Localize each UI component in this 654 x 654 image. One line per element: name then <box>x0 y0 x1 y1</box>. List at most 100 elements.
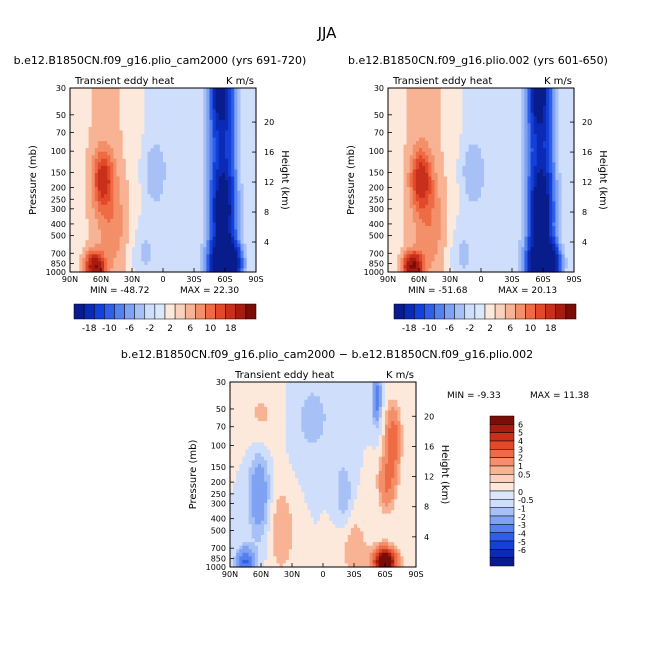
x-tick-label: 30S <box>186 275 201 284</box>
heatmap-cell <box>240 105 245 110</box>
heatmap-cell <box>85 194 90 199</box>
heatmap-cell <box>150 158 155 163</box>
heatmap-cell <box>181 233 186 238</box>
heatmap-cell <box>125 158 130 163</box>
heatmap-cell <box>243 264 248 270</box>
heatmap-cell <box>150 144 155 149</box>
heatmap-cell <box>200 123 204 128</box>
heatmap-cell <box>128 172 133 178</box>
heatmap-cell <box>471 151 476 156</box>
heatmap-cell <box>474 261 479 266</box>
heatmap-cell <box>163 229 167 234</box>
heatmap-cell <box>144 257 149 262</box>
heatmap-cell <box>215 257 220 262</box>
heatmap-cell <box>135 162 139 167</box>
heatmap-cell <box>187 98 192 103</box>
heatmap-cell <box>91 155 96 160</box>
heatmap-cell <box>159 218 164 224</box>
heatmap-cell <box>246 95 251 100</box>
heatmap-cell <box>156 247 161 252</box>
heatmap-cell <box>178 215 183 220</box>
heatmap-cell <box>394 268 398 273</box>
heatmap-cell <box>246 264 251 270</box>
heatmap-cell <box>107 201 111 206</box>
heatmap-cell <box>141 257 145 262</box>
heatmap-cell <box>419 98 423 103</box>
heatmap-cell <box>132 229 136 234</box>
heatmap-cell <box>88 88 93 93</box>
heatmap-cell <box>474 98 479 103</box>
heatmap-cell <box>456 268 460 273</box>
heatmap-cell <box>471 261 476 266</box>
heatmap-cell <box>456 88 460 93</box>
heatmap-cell <box>212 141 217 146</box>
heatmap-cell <box>252 257 257 262</box>
heatmap-cell <box>406 126 411 132</box>
heatmap-cell <box>128 247 133 252</box>
heatmap-cell <box>147 88 152 93</box>
heatmap-cell <box>73 158 77 163</box>
heatmap-cell <box>187 165 192 170</box>
heatmap-cell <box>119 197 124 202</box>
y-tick-label: 50 <box>56 111 66 120</box>
heatmap-cell <box>144 158 149 163</box>
heatmap-cell <box>477 151 482 156</box>
heatmap-cell <box>493 144 498 149</box>
heatmap-cell <box>450 254 454 259</box>
heatmap-cell <box>446 250 451 255</box>
heatmap-cell <box>431 194 436 199</box>
heatmap-cell <box>166 141 170 146</box>
heatmap-cell <box>468 197 473 202</box>
heatmap-cell <box>156 268 161 273</box>
heatmap-cell <box>70 194 74 199</box>
heatmap-cell <box>450 187 454 192</box>
heatmap-cell <box>190 268 195 273</box>
heatmap-cell <box>425 109 429 114</box>
heatmap-cell <box>487 204 491 209</box>
heatmap-cell <box>187 204 192 209</box>
heatmap-cell <box>462 240 467 245</box>
heatmap-cell <box>252 268 257 273</box>
heatmap-cell <box>471 102 476 107</box>
heatmap-cell <box>487 254 491 259</box>
heatmap-cell <box>76 151 80 156</box>
heatmap-cell <box>101 155 105 160</box>
heatmap-cell <box>94 88 99 93</box>
heatmap-cell <box>215 134 220 139</box>
heatmap-cell <box>440 112 445 117</box>
heatmap-cell <box>243 190 248 195</box>
heatmap-cell <box>412 208 417 213</box>
heatmap-cell <box>431 201 436 206</box>
heatmap-cell <box>187 102 192 107</box>
heatmap-cell <box>388 254 392 259</box>
heatmap-cell <box>119 116 124 121</box>
heatmap-cell <box>459 116 463 121</box>
heatmap-cell <box>206 201 211 206</box>
heatmap-cell <box>431 144 436 149</box>
heatmap-cell <box>474 130 479 135</box>
heatmap-cell <box>428 257 432 262</box>
heatmap-cell <box>94 243 99 248</box>
heatmap-cell <box>107 116 111 121</box>
heatmap-cell <box>91 102 96 107</box>
heatmap-cell <box>425 190 429 195</box>
heatmap-cell <box>231 123 235 128</box>
heatmap-cell <box>397 197 401 202</box>
heatmap-cell <box>187 233 192 238</box>
heatmap-cell <box>97 158 102 163</box>
heatmap-cell <box>175 165 180 170</box>
heatmap-cell <box>97 98 102 103</box>
heatmap-cell <box>82 176 87 181</box>
colorbar-box <box>174 303 186 320</box>
heatmap-cell <box>240 98 245 103</box>
heatmap-cell <box>144 180 149 185</box>
heatmap-cell <box>110 141 114 146</box>
heatmap-cell <box>228 187 232 192</box>
height-tick-label: 16 <box>264 148 274 157</box>
heatmap-cell <box>178 116 183 121</box>
heatmap-cell <box>82 190 87 195</box>
heatmap-cell <box>169 240 173 245</box>
heatmap-cell <box>197 268 201 273</box>
heatmap-cell <box>119 130 124 135</box>
heatmap-cell <box>453 91 457 96</box>
